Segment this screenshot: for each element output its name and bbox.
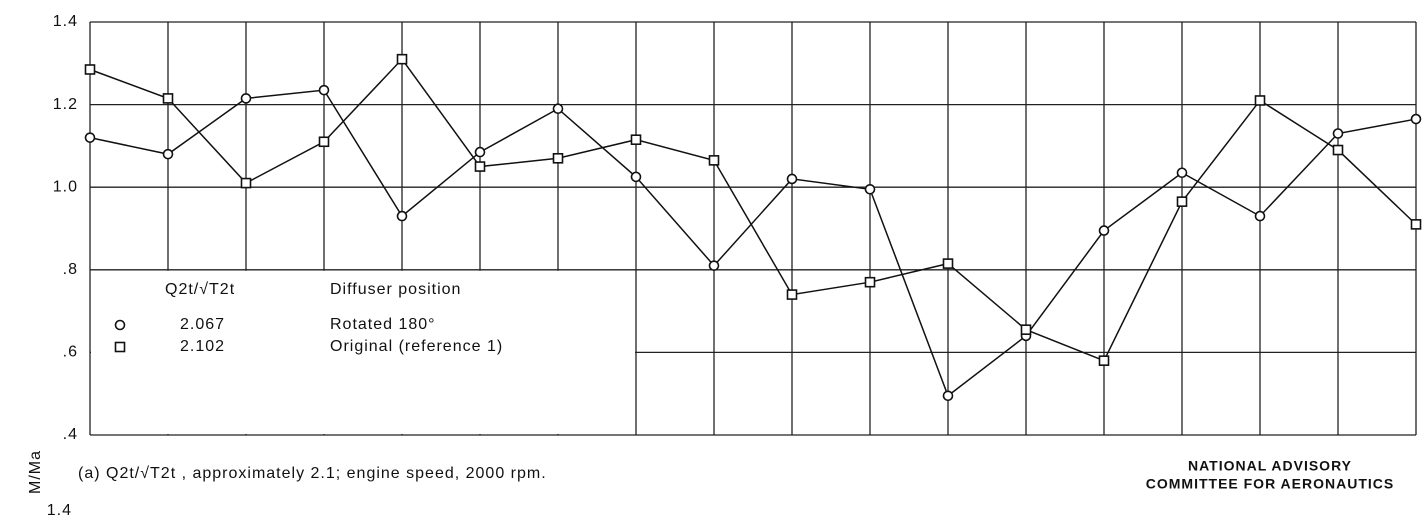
y-tick-label: .6	[63, 344, 78, 361]
marker	[1254, 210, 1266, 222]
legend-header: Diffuser position	[330, 281, 461, 298]
credit: COMMITTEE FOR AERONAUTICS	[1146, 476, 1394, 492]
marker	[1332, 128, 1344, 139]
marker	[1254, 95, 1266, 106]
marker	[708, 260, 720, 271]
marker	[552, 152, 564, 164]
marker	[1410, 113, 1422, 125]
marker	[162, 148, 174, 160]
marker	[318, 136, 330, 148]
marker	[162, 93, 174, 104]
marker	[1410, 219, 1422, 230]
legend-value: 2.102	[180, 338, 225, 355]
legend-box	[91, 270, 635, 434]
marker	[1176, 196, 1188, 207]
marker	[84, 64, 96, 75]
marker	[864, 183, 876, 195]
marker	[630, 134, 642, 146]
legend-marker	[114, 319, 126, 331]
marker	[1176, 167, 1188, 179]
marker	[552, 103, 564, 115]
marker	[708, 155, 720, 166]
marker	[1098, 225, 1110, 236]
y-tick-label: .8	[63, 261, 78, 278]
y-tick-label: .4	[63, 426, 78, 443]
y-tick-label: 1.0	[53, 178, 78, 195]
y-axis-label: M/Ma	[27, 450, 44, 494]
marker	[942, 390, 954, 402]
series-line	[89, 89, 1417, 397]
legend-marker	[114, 341, 126, 353]
marker	[1098, 355, 1110, 366]
legend-label: Rotated 180°	[330, 316, 436, 333]
marker	[318, 84, 330, 96]
marker	[240, 93, 252, 104]
marker	[474, 146, 486, 158]
marker	[786, 173, 798, 185]
series-line	[89, 57, 1417, 362]
credit: NATIONAL ADVISORY	[1188, 458, 1352, 474]
legend-header: Q2t/√T2t	[165, 281, 235, 298]
marker	[864, 276, 876, 288]
marker	[240, 177, 252, 189]
legend-label: Original (reference 1)	[330, 338, 503, 355]
marker	[396, 53, 408, 65]
marker	[396, 210, 408, 222]
legend-value: 2.067	[180, 316, 225, 333]
y-tick-label: 1.2	[53, 96, 78, 113]
marker	[942, 258, 954, 269]
marker	[1332, 144, 1344, 156]
next-panel-tick: 1.4	[47, 502, 72, 515]
marker	[1020, 324, 1032, 335]
y-tick-label: 1.4	[53, 13, 78, 30]
marker	[474, 161, 486, 172]
marker	[84, 132, 96, 143]
caption: (a) Q2t/√T2t , approximately 2.1; engine…	[78, 465, 547, 482]
marker	[786, 289, 798, 300]
marker	[630, 171, 642, 183]
